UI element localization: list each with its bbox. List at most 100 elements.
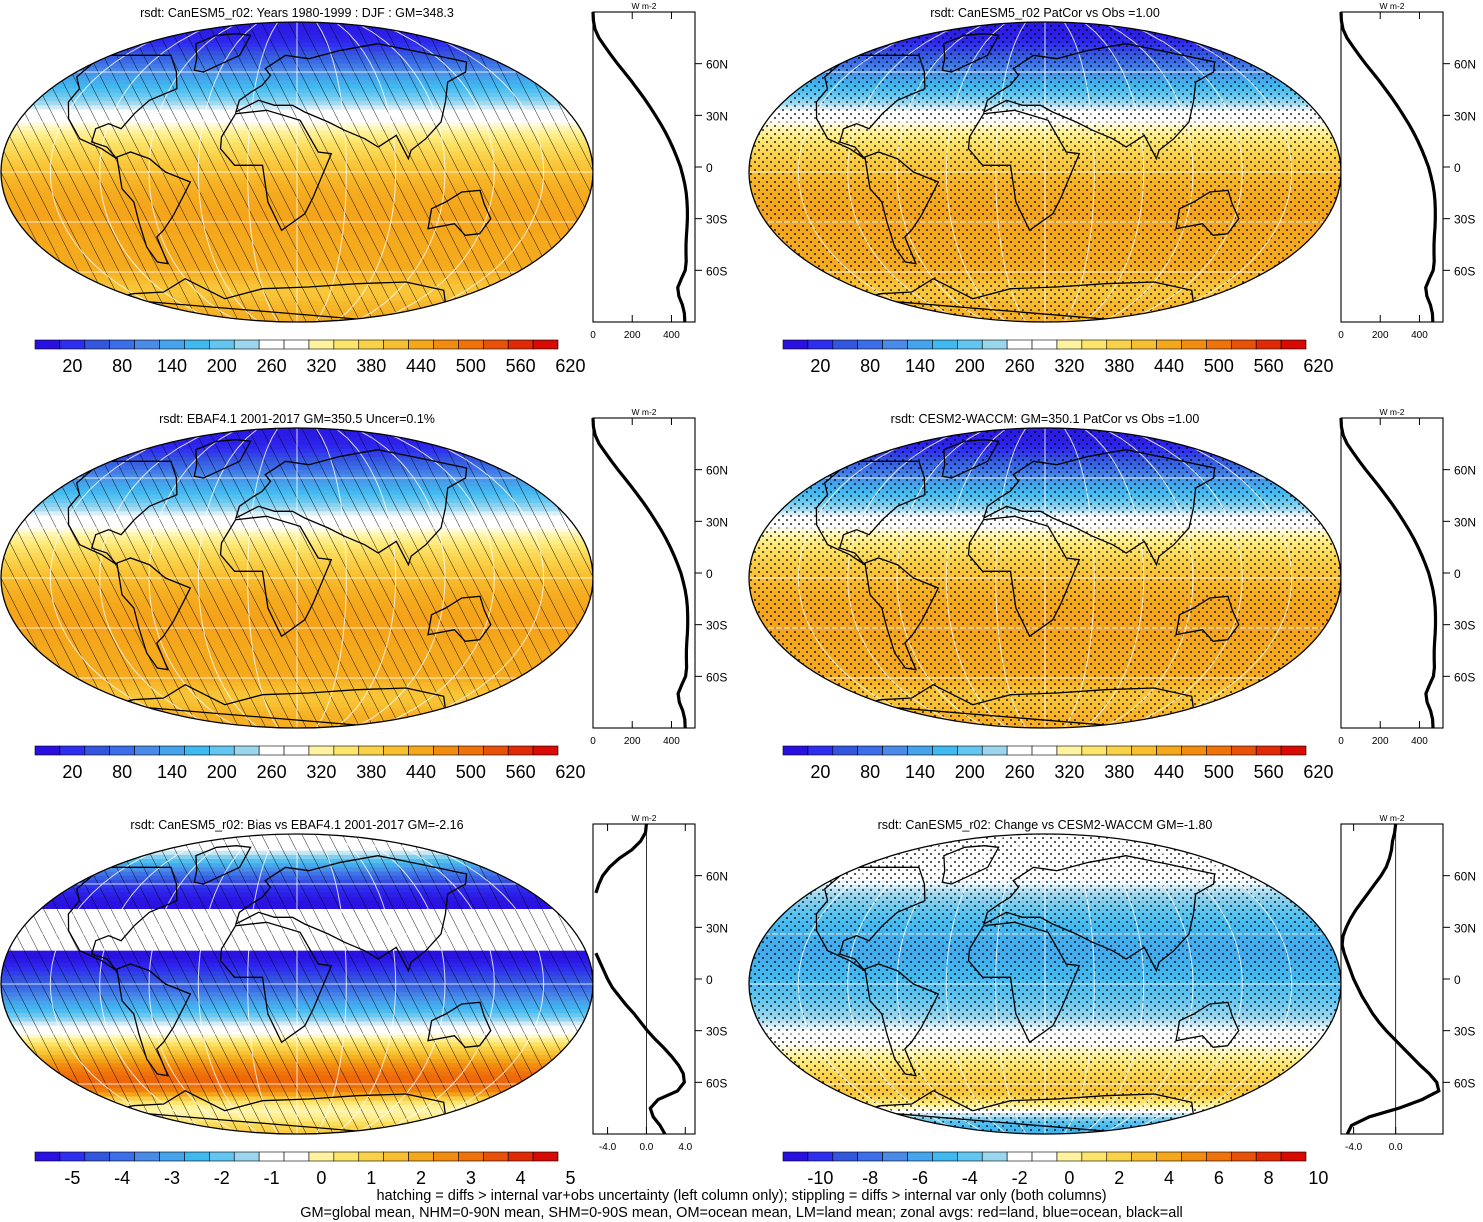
colorbar-tick-label: 620 bbox=[555, 356, 585, 376]
longitude-gridline bbox=[797, 834, 950, 1134]
colorbar-swatch bbox=[1131, 1151, 1157, 1162]
colorbar-swatch bbox=[932, 339, 958, 350]
zonal-xtick-label: -4.0 bbox=[599, 1142, 617, 1153]
coastline-africa bbox=[967, 515, 1081, 638]
longitude-gridline bbox=[334, 22, 397, 322]
longitude-gridline bbox=[945, 22, 1008, 322]
zonal-ytick-label: 30S bbox=[706, 619, 727, 633]
colorbar-swatch bbox=[59, 339, 86, 350]
map-content-model bbox=[0, 21, 594, 323]
coastline-samerica bbox=[864, 151, 940, 265]
colorbar-swatch bbox=[59, 745, 86, 756]
colorbar-swatch bbox=[857, 1151, 883, 1162]
colorbar-tick-label: 4 bbox=[1164, 1168, 1174, 1188]
colorbar-tick-label: 2 bbox=[416, 1168, 426, 1188]
longitude-gridline bbox=[1063, 22, 1095, 322]
map-title: rsdt: CanESM5_r02: Years 1980-1999 : DJF… bbox=[140, 6, 454, 20]
map-content-ref_model bbox=[748, 427, 1342, 729]
longitude-gridline bbox=[315, 22, 347, 322]
coastline-australia bbox=[1175, 595, 1240, 642]
zonal-ytick-label: 60N bbox=[1454, 870, 1476, 884]
zonal-mean-line bbox=[1340, 823, 1441, 1135]
colorbar-swatch bbox=[109, 745, 135, 756]
colorbar-tick-label: 0 bbox=[316, 1168, 326, 1188]
coastline-australia bbox=[427, 1001, 492, 1048]
longitude-gridline bbox=[197, 428, 260, 728]
colorbar-swatch bbox=[1056, 745, 1083, 756]
map-field-bias bbox=[1, 834, 593, 1134]
longitude-gridline bbox=[49, 428, 202, 728]
coastline-greenland bbox=[941, 439, 1000, 479]
colorbar-swatch bbox=[358, 339, 384, 350]
colorbar-swatch bbox=[882, 339, 908, 350]
coastline-australia bbox=[1175, 189, 1240, 236]
colorbar-swatch bbox=[482, 745, 509, 756]
zonal-xtick-label: 0 bbox=[1338, 736, 1344, 747]
footer-line-2: GM=global mean, NHM=0-90N mean, SHM=0-90… bbox=[300, 1205, 1183, 1221]
colorbar-tick-label: 80 bbox=[112, 762, 132, 782]
longitude-gridline bbox=[1082, 428, 1145, 728]
colorbar-tick-label: 500 bbox=[456, 356, 486, 376]
colorbar-swatch bbox=[807, 1151, 834, 1162]
colorbar-swatch bbox=[184, 745, 210, 756]
zonal-ytick-label: 0 bbox=[1454, 161, 1461, 175]
zonal-ytick-label: 60S bbox=[706, 1076, 727, 1090]
zonal-xtick-label: 0 bbox=[1338, 330, 1344, 341]
colorbar-tick-label: 620 bbox=[1303, 356, 1333, 376]
zonal-units-label: W m-2 bbox=[1379, 813, 1404, 823]
colorbar-swatch bbox=[383, 339, 409, 350]
longitude-gridline bbox=[373, 22, 495, 322]
colorbar-swatch bbox=[1230, 745, 1257, 756]
colorbar-tick-label: 620 bbox=[555, 762, 585, 782]
zonal-ytick-label: 60N bbox=[706, 870, 728, 884]
coastline-africa bbox=[219, 515, 333, 638]
map-field-model_vs_cesm_map bbox=[749, 22, 1341, 322]
colorbar-swatch bbox=[34, 339, 61, 350]
colorbar-tick-label: -5 bbox=[64, 1168, 80, 1188]
colorbar-tick-label: 260 bbox=[257, 356, 287, 376]
zonal-ytick-label: 30N bbox=[706, 515, 728, 529]
map-title: rsdt: CanESM5_r02: Bias vs EBAF4.1 2001-… bbox=[130, 818, 463, 832]
colorbar-swatch bbox=[1031, 339, 1058, 350]
longitude-gridline bbox=[1082, 22, 1145, 322]
colorbar-swatch bbox=[857, 745, 883, 756]
colorbar-tick-label: 440 bbox=[1154, 762, 1184, 782]
coastline-samerica bbox=[116, 557, 192, 671]
zonal-panel-bias: 60N 30N 0 30S 60S -4.0 0.0 4.0 W m-2 bbox=[592, 813, 728, 1153]
coastline-namerica bbox=[815, 54, 926, 160]
colorbar-swatch bbox=[458, 1151, 484, 1162]
colorbar-swatch bbox=[283, 745, 310, 756]
zonal-xtick-label: 0 bbox=[590, 736, 596, 747]
coastline-samerica bbox=[116, 963, 192, 1077]
longitude-gridline bbox=[896, 22, 988, 322]
colorbar-swatch bbox=[532, 745, 559, 756]
longitude-gridline bbox=[1063, 834, 1095, 1134]
colorbar-swatch bbox=[882, 1151, 908, 1162]
map-title: rsdt: CESM2-WACCM: GM=350.1 PatCor vs Ob… bbox=[891, 412, 1200, 426]
coastline-namerica bbox=[815, 866, 926, 972]
longitude-gridline bbox=[1082, 834, 1145, 1134]
colorbar-swatch bbox=[981, 339, 1008, 350]
longitude-gridline bbox=[392, 428, 545, 728]
zonal-xtick-label: 200 bbox=[1372, 736, 1389, 747]
longitude-gridline bbox=[896, 428, 988, 728]
longitude-gridline bbox=[197, 22, 260, 322]
colorbar-tick-label: 1 bbox=[366, 1168, 376, 1188]
colorbar-swatch bbox=[1081, 745, 1108, 756]
coastline-australia bbox=[1175, 1001, 1240, 1048]
colorbar-swatch bbox=[408, 745, 434, 756]
colorbar-swatch bbox=[932, 1151, 958, 1162]
longitude-gridline bbox=[1140, 428, 1293, 728]
colorbar-swatch bbox=[1255, 1151, 1282, 1162]
zonal-ytick-label: 0 bbox=[706, 973, 713, 987]
colorbar-tick-label: 500 bbox=[1204, 762, 1234, 782]
colorbar-swatch bbox=[782, 1151, 809, 1162]
map-content-bias bbox=[0, 833, 594, 1135]
colorbar-tick-label: 0 bbox=[1064, 1168, 1074, 1188]
colorbar-tick-label: 4 bbox=[516, 1168, 526, 1188]
zonal-panel-ref_model: 60N 30N 0 30S 60S 0 200 400 W m-2 bbox=[1338, 407, 1476, 747]
longitude-gridline bbox=[945, 834, 1008, 1134]
colorbar-tick-label: 440 bbox=[406, 762, 436, 782]
colorbar-swatch bbox=[159, 339, 185, 350]
colorbar-tick-label: 20 bbox=[62, 356, 82, 376]
